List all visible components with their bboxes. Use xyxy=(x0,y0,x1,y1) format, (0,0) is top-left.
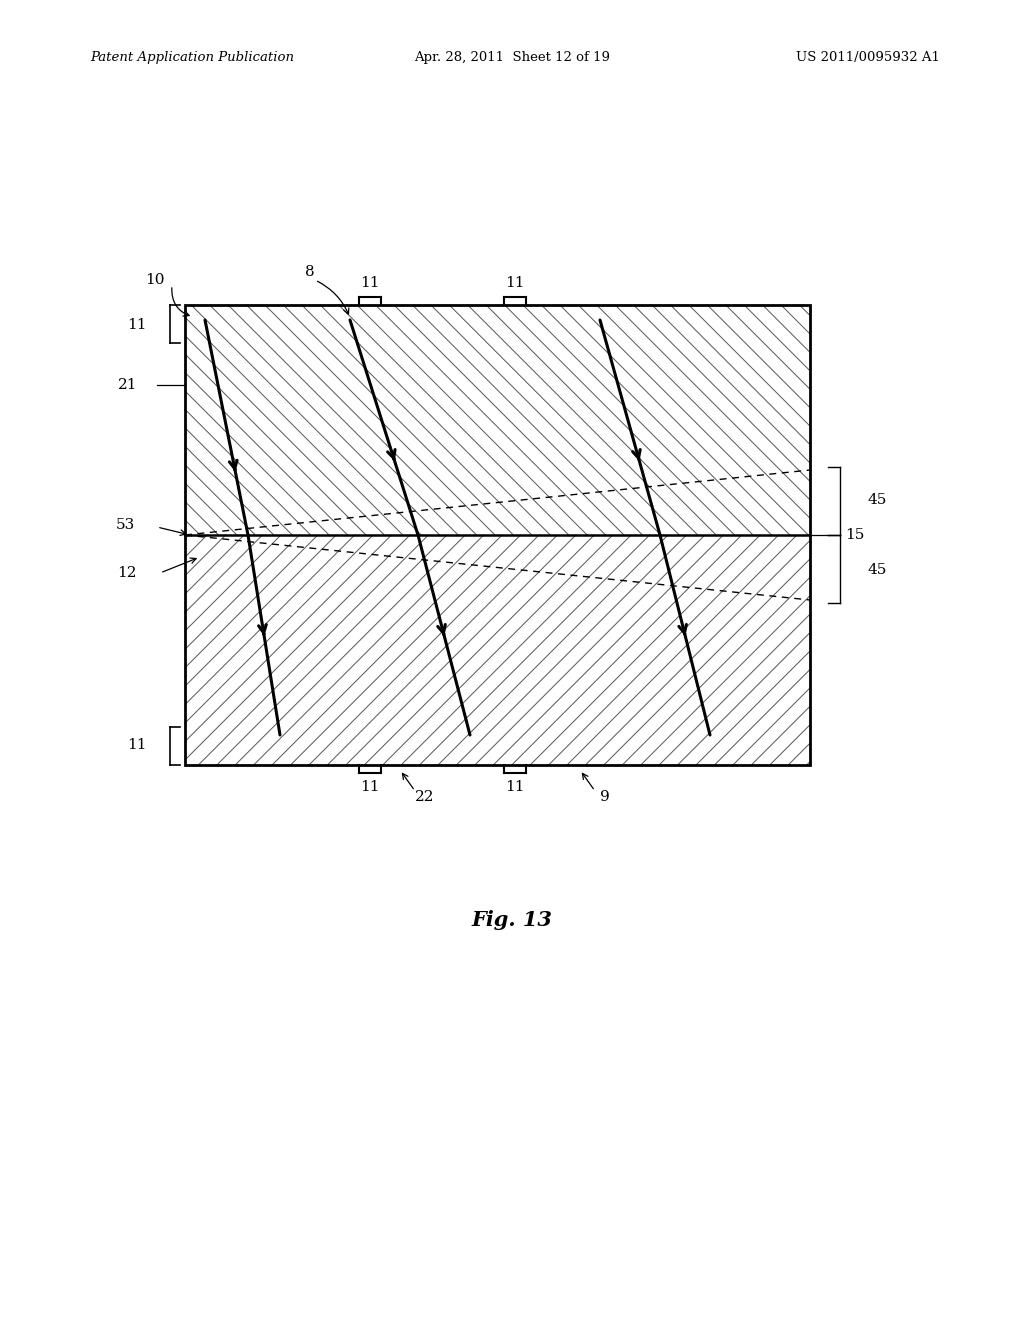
Text: 11: 11 xyxy=(360,276,380,290)
Text: 21: 21 xyxy=(118,378,137,392)
Text: 45: 45 xyxy=(868,492,888,507)
Text: 11: 11 xyxy=(128,318,147,333)
Text: 11: 11 xyxy=(360,780,380,795)
Text: 11: 11 xyxy=(505,276,524,290)
Text: 15: 15 xyxy=(845,528,864,543)
Text: 11: 11 xyxy=(505,780,524,795)
Text: 9: 9 xyxy=(600,789,610,804)
Text: 8: 8 xyxy=(305,265,314,279)
Text: Patent Application Publication: Patent Application Publication xyxy=(90,51,294,65)
Text: 12: 12 xyxy=(118,566,137,579)
Text: 10: 10 xyxy=(145,273,165,286)
Text: Apr. 28, 2011  Sheet 12 of 19: Apr. 28, 2011 Sheet 12 of 19 xyxy=(414,51,610,65)
Text: 22: 22 xyxy=(416,789,435,804)
Text: 45: 45 xyxy=(868,564,888,577)
Text: US 2011/0095932 A1: US 2011/0095932 A1 xyxy=(796,51,940,65)
Text: Fig. 13: Fig. 13 xyxy=(472,909,552,931)
Text: 11: 11 xyxy=(128,738,147,752)
Text: 53: 53 xyxy=(116,517,135,532)
